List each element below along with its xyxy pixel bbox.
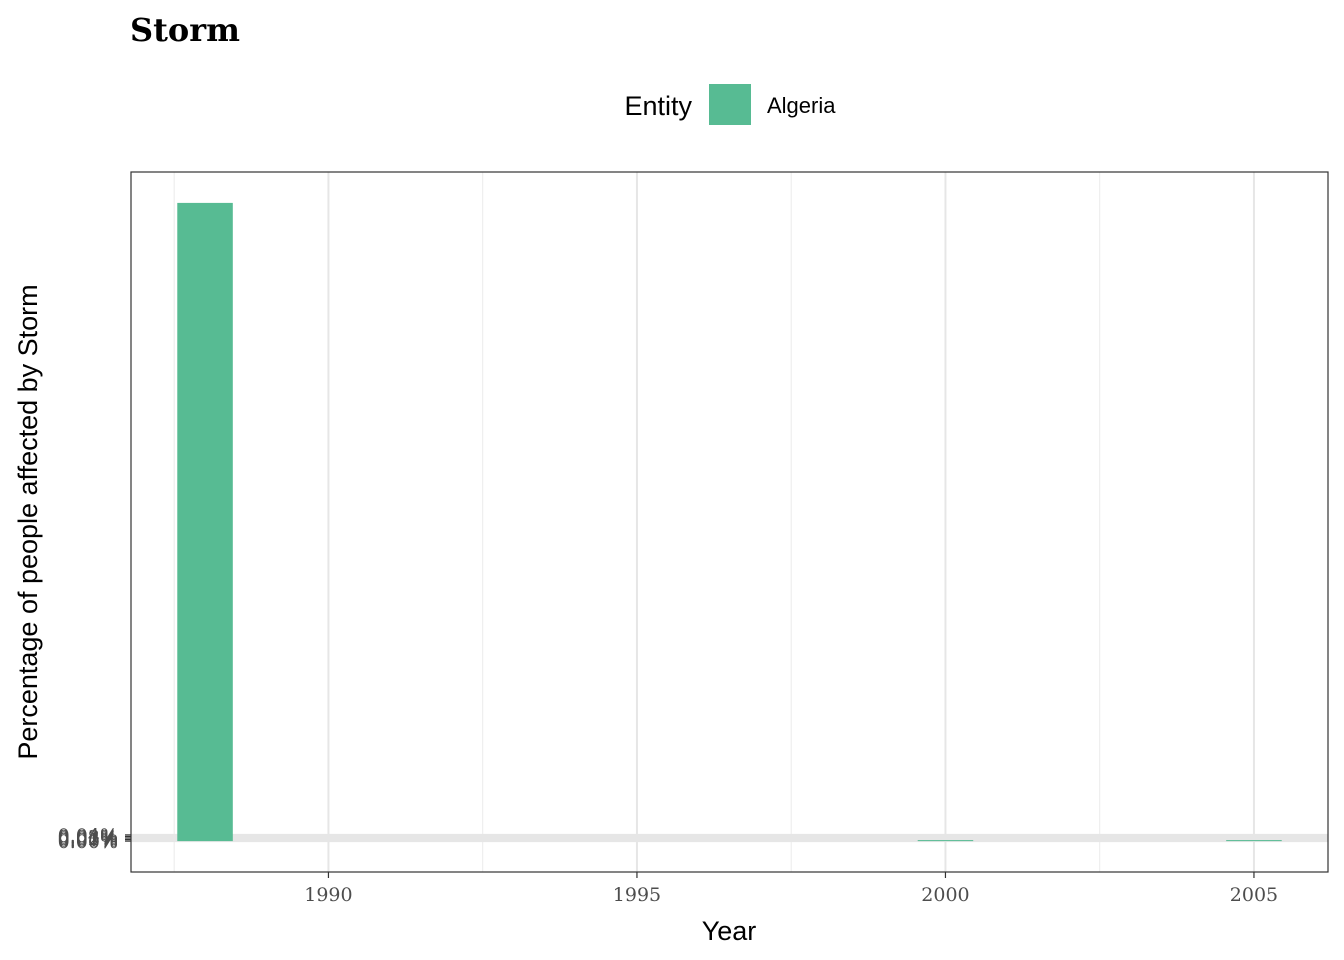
y-axis: 0.00%0.01%0.02%0.03%0.04% xyxy=(58,825,131,853)
chart-title: Storm xyxy=(130,11,240,49)
y-tick-label: 0.04% xyxy=(58,825,118,847)
y-tick-label: 0.00% xyxy=(58,831,118,853)
legend-label-algeria: Algeria xyxy=(767,93,836,118)
legend-key-algeria xyxy=(709,84,751,125)
x-tick-label: 1995 xyxy=(613,884,661,906)
x-tick-label: 1990 xyxy=(304,884,352,906)
x-tick-label: 2000 xyxy=(921,884,969,906)
x-tick-label: 2005 xyxy=(1230,884,1278,906)
x-axis: 1990 1995 2000 2005 xyxy=(304,872,1278,906)
legend-title: Entity xyxy=(624,91,692,121)
y-axis-title: Percentage of people affected by Storm xyxy=(13,284,43,759)
bars xyxy=(177,202,1282,842)
bar-2005 xyxy=(1226,840,1282,842)
y-tick-label: 0.01% xyxy=(58,830,118,852)
grid xyxy=(131,172,1328,872)
legend: Entity Algeria xyxy=(624,84,836,125)
bar-1988 xyxy=(177,202,233,842)
x-axis-title: Year xyxy=(702,916,757,946)
panel-border xyxy=(130,171,1329,873)
y-tick-label: 0.02% xyxy=(58,828,118,850)
bar-2000 xyxy=(917,840,974,842)
y-tick-label: 0.03% xyxy=(58,826,118,848)
